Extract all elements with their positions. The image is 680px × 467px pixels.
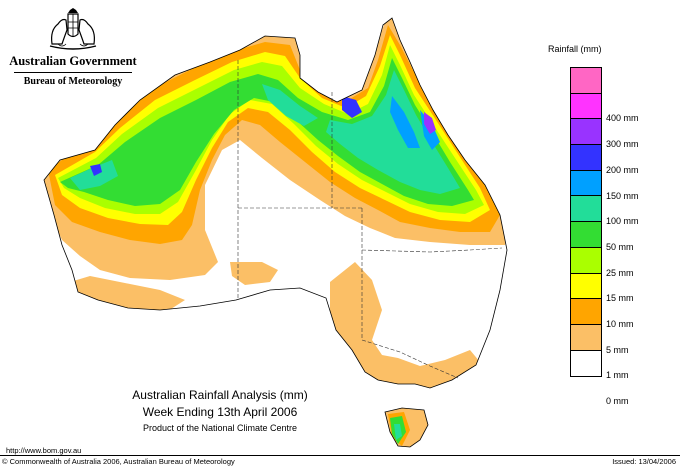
legend-label: 1 mm [606,370,629,381]
region-50mm-qld [326,70,460,194]
legend-swatch [571,196,601,223]
legend-label: 25 mm [606,267,634,278]
region-150mm [342,96,362,118]
legend-swatch [571,324,601,351]
legend-label: 300 mm [606,139,639,150]
legend-swatch [571,93,601,120]
footer-copyright: © Commonwealth of Australia 2006, Austra… [2,457,235,466]
legend-title: Rainfall (mm) [548,44,602,54]
tasmania-outline [384,407,429,448]
legend-swatch [571,119,601,146]
region-200mm [424,112,436,134]
region-1mm-south [330,262,480,388]
legend-swatch [571,299,601,325]
tasmania [384,407,429,448]
footer-issued-date: Issued: 13/04/2006 [612,457,676,466]
map-credit: Product of the National Climate Centre [142,423,298,433]
legend-swatch [571,247,601,274]
map-title: Australian Rainfall Analysis (mm) [132,388,308,402]
border-nsw-vic [361,339,459,379]
map-subtitle: Week Ending 13th April 2006 [142,405,298,419]
legend-label: 50 mm [606,241,634,252]
region-50mm-nt [262,84,318,126]
legend-label: 150 mm [606,190,639,201]
legend-swatch [571,68,601,94]
legend-swatch [571,222,601,248]
bureau-name: Bureau of Meteorology [23,76,123,87]
legend-swatch [571,170,601,197]
legend-swatch [571,350,601,377]
region-100mm-qld [390,96,420,148]
region-1mm-central [230,262,278,285]
government-name: Australian Government [9,54,137,68]
region-25mm [60,58,474,206]
coastline [43,17,508,389]
legend-label: 200 mm [606,164,639,175]
government-branding: Australian Government Bureau of Meteorol… [8,8,138,87]
legend-label: 400 mm [606,113,639,124]
footer-url-link[interactable]: http://www.bom.gov.au [6,446,82,455]
branding-divider [14,72,132,73]
legend-label: 0 mm [606,396,629,407]
rainfall-legend [570,67,602,378]
legend-label: 10 mm [606,319,634,329]
legend-label: 5 mm [606,344,629,355]
tas-region-50mm [394,424,402,440]
region-150mm-wa [90,164,102,176]
legend-swatch [571,145,601,171]
mainland [43,17,508,389]
legend-label: 100 mm [606,216,639,227]
coat-of-arms-icon [49,8,97,50]
state-borders [237,60,503,379]
legend-label: 15 mm [606,293,634,304]
legend-swatch [571,273,601,300]
footer-divider [0,455,680,456]
